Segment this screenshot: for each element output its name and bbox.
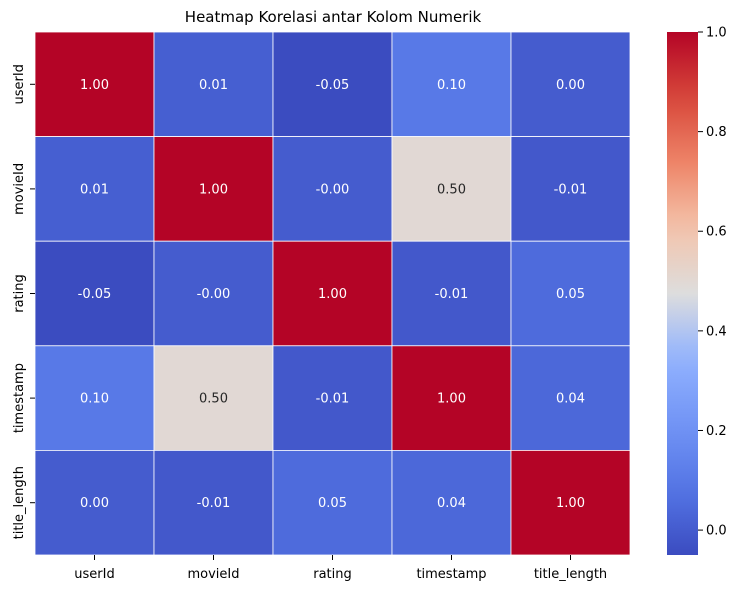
heatmap-cell [272, 449, 393, 556]
y-tick-label: timestamp [12, 363, 27, 433]
heatmap-cell [153, 31, 274, 137]
cell-value-label: 0.50 [437, 182, 466, 197]
heatmap-cell [391, 240, 512, 347]
heatmap-cell-labels: 1.00 0.01 -0.05 0.10 0.00 0.01 1.00 -0.00 0.50 -0… [78, 78, 588, 511]
x-tick-label: title_length [534, 567, 607, 582]
cell-value-label: 0.00 [80, 496, 109, 511]
cell-value-label: 0.01 [199, 78, 228, 93]
heatmap-cell [272, 240, 393, 347]
cell-value-label: -0.05 [316, 78, 350, 93]
y-tick-label: userId [12, 64, 27, 104]
cell-value-label: 0.10 [80, 392, 109, 407]
heatmap-cell [153, 449, 274, 556]
heatmap-cell [510, 31, 631, 137]
cell-value-label: -0.00 [316, 182, 350, 197]
cell-value-label: 1.00 [199, 182, 228, 197]
y-tick-label: title_length [12, 466, 27, 539]
heatmap-cell [391, 345, 512, 451]
cell-value-label: 1.00 [437, 392, 466, 407]
colorbar-tick-label: 0.6 [706, 225, 727, 240]
heatmap-cell [510, 345, 631, 451]
x-tick-label: userId [74, 567, 114, 582]
heatmap-cell [153, 345, 274, 451]
cell-value-label: 0.05 [556, 287, 585, 302]
cell-value-label: -0.01 [316, 392, 350, 407]
heatmap-cell [272, 31, 393, 137]
heatmap-cell [153, 240, 274, 347]
colorbar-tick-label: 0.8 [706, 125, 727, 140]
cell-value-label: 0.01 [80, 182, 109, 197]
cell-value-label: 0.04 [556, 392, 585, 407]
y-tick-label: movieId [12, 163, 27, 215]
cell-value-label: 0.10 [437, 78, 466, 93]
heatmap-cell [272, 136, 393, 242]
heatmap-cell [510, 449, 631, 556]
y-axis: userId movieId rating timestamp title_length [12, 64, 35, 539]
heatmap-cell [34, 449, 155, 556]
colorbar: 0.0 0.2 0.4 0.6 0.8 1.0 [667, 26, 727, 555]
x-tick-label: timestamp [416, 567, 486, 582]
heatmap-cell [272, 345, 393, 451]
heatmap-cell [510, 136, 631, 242]
heatmap-cell [510, 240, 631, 347]
chart-title: Heatmap Korelasi antar Kolom Numerik [185, 8, 482, 26]
x-tick-label: movieId [187, 567, 239, 582]
cell-value-label: 1.00 [318, 287, 347, 302]
cell-value-label: 0.05 [318, 496, 347, 511]
cell-value-label: 1.00 [80, 78, 109, 93]
y-tick-label: rating [12, 274, 27, 313]
cell-value-label: 1.00 [556, 496, 585, 511]
heatmap-cell [391, 31, 512, 137]
colorbar-tick-label: 1.0 [706, 26, 727, 41]
cell-value-label: -0.05 [78, 287, 112, 302]
colorbar-gradient [667, 32, 698, 555]
heatmap-cell [34, 31, 155, 137]
cell-value-label: 0.00 [556, 78, 585, 93]
x-axis: userId movieId rating timestamp title_length [74, 555, 607, 582]
heatmap-cell [34, 136, 155, 242]
cell-value-label: -0.01 [554, 182, 588, 197]
colorbar-tick-label: 0.2 [706, 424, 727, 439]
colorbar-tick-label: 0.0 [706, 524, 727, 539]
heatmap-cells [34, 31, 631, 556]
cell-value-label: -0.01 [435, 287, 469, 302]
x-tick-label: rating [313, 567, 352, 582]
cell-value-label: 0.04 [437, 496, 466, 511]
colorbar-tick-label: 0.4 [706, 324, 727, 339]
cell-value-label: -0.01 [197, 496, 231, 511]
cell-value-label: -0.00 [197, 287, 231, 302]
cell-value-label: 0.50 [199, 392, 228, 407]
